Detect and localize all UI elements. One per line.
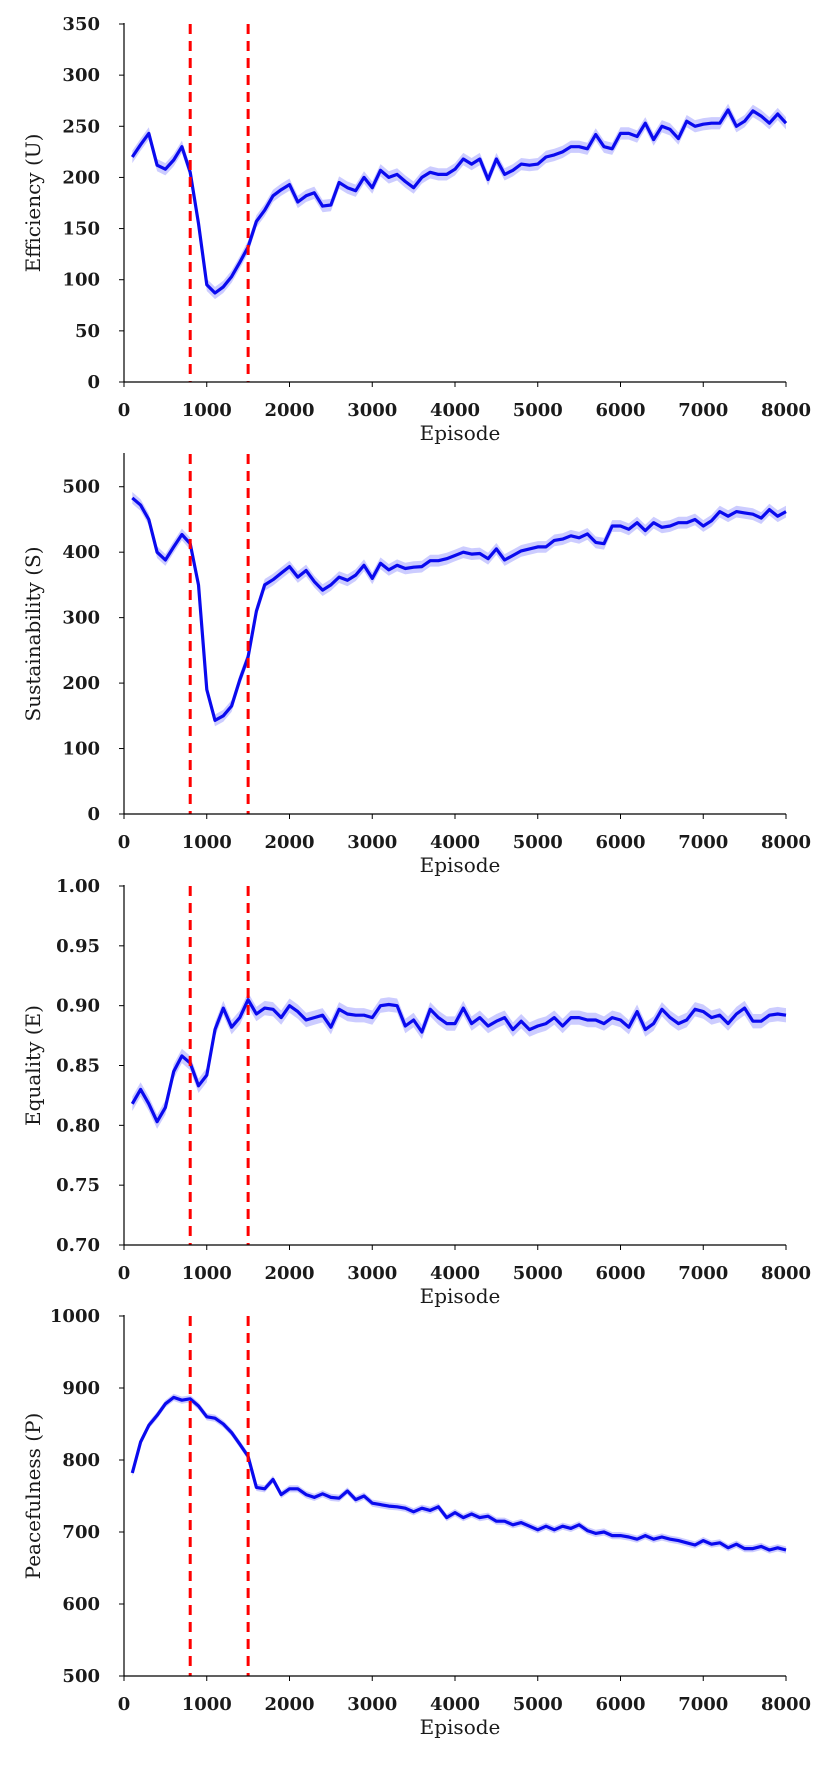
panel-1: 0 50 100 150 200 250 300 350 0 1000 2000 3000 4000 50… xyxy=(21,14,811,445)
y-tick-label: 1000 xyxy=(50,1306,100,1327)
y-tick-label: 0.70 xyxy=(56,1235,100,1256)
x-tick-label: 1000 xyxy=(182,1263,232,1284)
y-axis-label: Efficiency (U) xyxy=(21,134,45,273)
x-axis-label: Episode xyxy=(420,1715,501,1739)
x-tick-label: 0 xyxy=(118,1694,131,1715)
x-tick-label: 4000 xyxy=(430,832,480,853)
y-tick-label: 500 xyxy=(62,477,100,498)
x-tick-label: 3000 xyxy=(347,832,397,853)
x-tick-label: 0 xyxy=(118,832,131,853)
x-tick-label: 6000 xyxy=(595,400,645,421)
series-line xyxy=(131,496,787,723)
series-line xyxy=(130,998,787,1124)
x-tick-label: 2000 xyxy=(264,1263,314,1284)
series-line xyxy=(130,108,788,295)
x-tick-label: 5000 xyxy=(513,400,563,421)
y-tick-label: 800 xyxy=(62,1450,100,1471)
panel-3: 0.70 0.75 0.80 0.85 0.90 0.95 1.00 0 1000 2000 300… xyxy=(21,876,811,1308)
x-tick-label: 6000 xyxy=(595,832,645,853)
y-tick-label: 250 xyxy=(62,116,100,137)
x-tick-label: 2000 xyxy=(264,1694,314,1715)
y-tick-label: 0.90 xyxy=(56,996,100,1017)
x-tick-label: 2000 xyxy=(264,832,314,853)
y-tick-label: 0.85 xyxy=(56,1056,100,1077)
y-tick-label: 0.95 xyxy=(56,936,100,957)
x-tick-label: 8000 xyxy=(761,832,811,853)
x-tick-label: 0 xyxy=(118,1263,131,1284)
series-band xyxy=(132,103,787,300)
x-tick-label: 7000 xyxy=(678,832,728,853)
y-tick-label: 0 xyxy=(87,372,100,393)
x-tick-label: 3000 xyxy=(347,1694,397,1715)
y-axis-label: Peacefulness (P) xyxy=(21,1413,45,1580)
panel-4: 500 600 700 800 900 1000 0 1000 2000 3000 4000 5000… xyxy=(21,1306,811,1739)
y-tick-label: 100 xyxy=(62,739,100,760)
x-tick-label: 4000 xyxy=(430,1263,480,1284)
series-band xyxy=(132,1393,787,1554)
x-tick-label: 5000 xyxy=(513,1263,563,1284)
y-tick-label: 500 xyxy=(62,1666,100,1687)
x-tick-label: 6000 xyxy=(595,1694,645,1715)
x-tick-label: 4000 xyxy=(430,1694,480,1715)
x-tick-label: 8000 xyxy=(761,1263,811,1284)
series-band xyxy=(132,992,787,1129)
x-tick-label: 7000 xyxy=(678,400,728,421)
x-tick-label: 8000 xyxy=(761,400,811,421)
y-tick-label: 350 xyxy=(62,14,100,35)
x-tick-label: 5000 xyxy=(513,832,563,853)
y-tick-label: 150 xyxy=(62,219,100,240)
x-axis-label: Episode xyxy=(420,853,501,877)
y-tick-label: 50 xyxy=(75,321,100,342)
y-tick-label: 300 xyxy=(62,608,100,629)
y-tick-label: 200 xyxy=(62,673,100,694)
x-tick-label: 6000 xyxy=(595,1263,645,1284)
y-axis-label: Sustainability (S) xyxy=(21,547,45,722)
x-tick-label: 1000 xyxy=(182,832,232,853)
x-tick-label: 8000 xyxy=(761,1694,811,1715)
y-tick-label: 1.00 xyxy=(56,876,100,897)
x-tick-label: 2000 xyxy=(264,400,314,421)
x-tick-label: 3000 xyxy=(347,1263,397,1284)
y-tick-label: 200 xyxy=(62,167,100,188)
y-tick-label: 900 xyxy=(62,1378,100,1399)
x-tick-label: 5000 xyxy=(513,1694,563,1715)
x-tick-label: 1000 xyxy=(182,400,232,421)
x-axis-label: Episode xyxy=(420,1284,501,1308)
y-tick-label: 0.80 xyxy=(56,1115,100,1136)
x-tick-label: 7000 xyxy=(678,1263,728,1284)
y-tick-label: 100 xyxy=(62,270,100,291)
y-tick-label: 0.75 xyxy=(56,1175,100,1196)
x-tick-label: 4000 xyxy=(430,400,480,421)
y-tick-label: 0 xyxy=(87,804,100,825)
y-tick-label: 400 xyxy=(62,542,100,563)
y-tick-label: 600 xyxy=(62,1594,100,1615)
y-tick-label: 300 xyxy=(62,65,100,86)
series-band xyxy=(132,492,787,727)
x-tick-label: 1000 xyxy=(182,1694,232,1715)
series-line xyxy=(130,1395,787,1552)
y-axis-label: Equality (E) xyxy=(21,1005,45,1126)
x-axis-label: Episode xyxy=(420,421,501,445)
x-tick-label: 7000 xyxy=(678,1694,728,1715)
x-tick-label: 0 xyxy=(118,400,131,421)
x-tick-label: 3000 xyxy=(347,400,397,421)
y-tick-label: 700 xyxy=(62,1522,100,1543)
